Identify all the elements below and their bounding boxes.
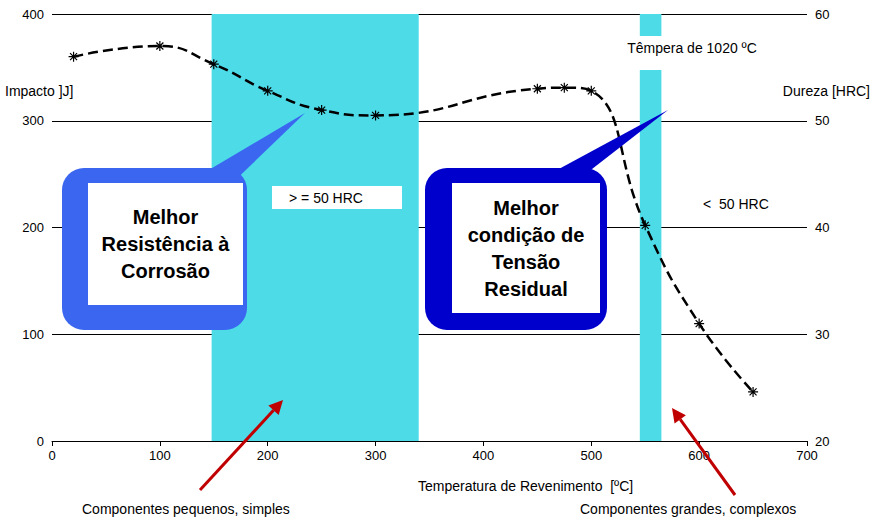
svg-text:Têmpera de 1020 ºC: Têmpera de 1020 ºC [627, 40, 757, 56]
svg-text:50: 50 [815, 113, 829, 128]
svg-text:30: 30 [815, 327, 829, 342]
svg-text:Resistência à: Resistência à [102, 233, 231, 255]
svg-text:300: 300 [365, 448, 387, 463]
svg-text:< 50 HRC: < 50 HRC [703, 196, 769, 212]
svg-text:20: 20 [815, 434, 829, 449]
svg-text:100: 100 [22, 327, 44, 342]
svg-text:condição de: condição de [468, 224, 585, 246]
svg-text:200: 200 [22, 220, 44, 235]
svg-text:400: 400 [22, 7, 44, 22]
svg-text:Impacto ]J]: Impacto ]J] [5, 83, 73, 99]
svg-text:0: 0 [48, 448, 55, 463]
svg-text:Melhor: Melhor [133, 206, 199, 228]
svg-text:Residual: Residual [484, 278, 567, 300]
svg-text:Componentes grandes, complexos: Componentes grandes, complexos [580, 501, 796, 517]
svg-text:Temperatura de Revenimento [º: Temperatura de Revenimento [ºC] [418, 478, 633, 494]
svg-text:Melhor: Melhor [493, 197, 559, 219]
svg-text:Componentes pequenos, simples: Componentes pequenos, simples [82, 501, 290, 517]
svg-text:Tensão: Tensão [492, 251, 561, 273]
svg-text:40: 40 [815, 220, 829, 235]
svg-text:> = 50 HRC: > = 50 HRC [289, 190, 363, 206]
svg-text:0: 0 [37, 434, 44, 449]
svg-text:200: 200 [257, 448, 279, 463]
svg-text:300: 300 [22, 113, 44, 128]
svg-text:700: 700 [796, 448, 818, 463]
svg-text:500: 500 [580, 448, 602, 463]
svg-text:400: 400 [473, 448, 495, 463]
svg-text:Corrosão: Corrosão [121, 260, 210, 282]
svg-text:Dureza [HRC]: Dureza [HRC] [783, 83, 870, 99]
svg-text:60: 60 [815, 7, 829, 22]
svg-text:100: 100 [149, 448, 171, 463]
svg-text:600: 600 [688, 448, 710, 463]
